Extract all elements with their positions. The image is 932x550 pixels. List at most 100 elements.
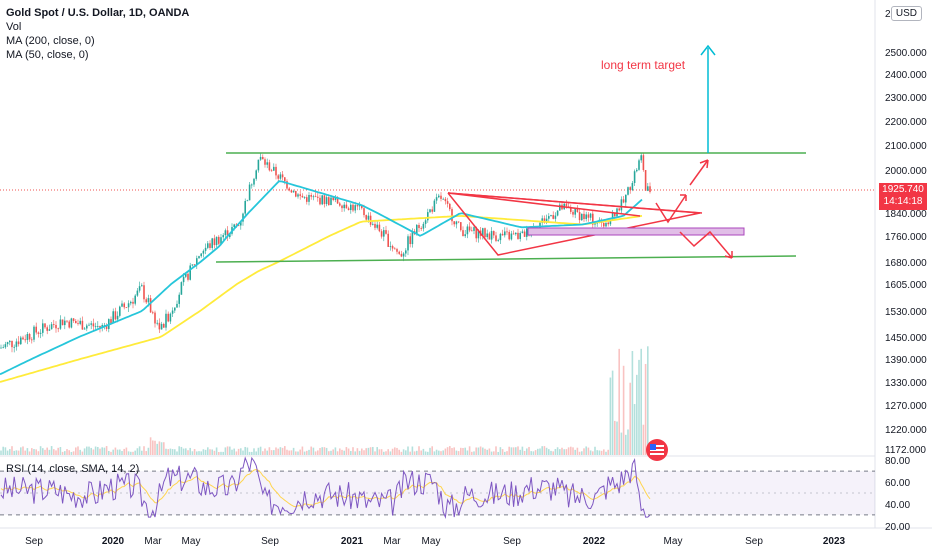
volume-bar: [156, 443, 158, 455]
volume-bar: [466, 450, 469, 455]
volume-bar: [435, 449, 438, 455]
volume-bar: [627, 429, 629, 455]
volume-bar: [279, 447, 282, 455]
volume-bar: [4, 447, 7, 455]
candle: [378, 221, 381, 233]
volume-bar: [37, 451, 40, 455]
candle: [204, 243, 207, 255]
volume-bar: [57, 447, 59, 455]
volume-bar: [295, 451, 297, 455]
candle: [372, 221, 374, 226]
volume-bar: [303, 451, 306, 455]
candle: [638, 158, 640, 171]
x-tick-label: Sep: [261, 536, 279, 547]
volume-bar: [20, 447, 22, 455]
volume-bar: [391, 448, 394, 455]
candle: [625, 194, 627, 207]
y-tick-label: 1605.000: [885, 280, 927, 291]
volume-bar: [407, 446, 409, 455]
candle: [156, 319, 158, 326]
volume-bar: [585, 446, 587, 455]
candle: [160, 321, 163, 330]
candle: [523, 229, 526, 237]
indicator-ma200[interactable]: MA (200, close, 0): [6, 35, 95, 47]
volume-bar: [259, 446, 262, 455]
volume-bar: [361, 448, 363, 455]
symbol-title[interactable]: Gold Spot / U.S. Dollar, 1D, OANDA: [6, 7, 190, 19]
volume-bar: [70, 451, 73, 455]
volume-bar: [163, 442, 165, 455]
volume-bar: [222, 451, 224, 455]
volume-bar: [642, 424, 645, 455]
candle: [59, 315, 62, 330]
candle: [132, 297, 134, 309]
volume-bar: [15, 450, 18, 455]
volume-bar: [277, 448, 279, 455]
volume-bar: [380, 449, 383, 455]
bullish-path-arrow: [655, 194, 687, 224]
currency-badge[interactable]: USD: [890, 6, 922, 21]
volume-bar: [350, 450, 352, 455]
volume-bar: [453, 447, 455, 455]
volume-bar: [286, 449, 288, 455]
candle: [246, 199, 249, 202]
candle: [427, 208, 429, 223]
candle: [587, 212, 590, 222]
candle: [435, 193, 438, 204]
candle: [251, 183, 253, 189]
candle: [266, 158, 268, 169]
volume-bar: [268, 447, 271, 455]
volume-bar: [72, 451, 75, 455]
candle: [4, 341, 7, 349]
volume-bar: [506, 451, 508, 455]
candle: [66, 320, 68, 323]
volume-bar: [609, 377, 612, 455]
candle: [68, 319, 70, 329]
volume-bar: [389, 451, 392, 455]
volume-bar: [46, 447, 48, 455]
volume-bar: [314, 451, 317, 455]
x-tick-label: May: [422, 536, 441, 547]
volume-bar: [31, 448, 33, 455]
candle: [180, 281, 183, 295]
volume-bar: [94, 446, 97, 455]
candle: [13, 344, 15, 353]
volume-bar: [332, 449, 334, 455]
volume-bar: [240, 448, 242, 455]
volume-bar: [213, 450, 216, 455]
candle: [255, 169, 257, 181]
rsi-tick-label: 20.00: [885, 522, 910, 533]
volume-bar: [235, 451, 238, 455]
x-tick-label: Sep: [745, 536, 763, 547]
candle: [319, 194, 321, 206]
volume-bar: [563, 449, 565, 455]
candle: [585, 211, 587, 222]
volume-bar: [611, 370, 614, 455]
volume-bar: [387, 449, 389, 455]
candle: [81, 316, 84, 330]
candle: [286, 179, 288, 191]
candle: [418, 222, 420, 232]
candle: [460, 222, 462, 232]
candle: [15, 338, 18, 351]
candle: [380, 229, 383, 239]
candle: [453, 221, 455, 227]
candle: [31, 337, 33, 344]
volume-bar: [11, 446, 13, 455]
volume-bar: [50, 446, 53, 455]
candle: [629, 186, 631, 194]
volume-bar: [59, 447, 62, 455]
volume-bar: [136, 448, 139, 455]
volume-bar: [81, 451, 84, 455]
indicator-vol[interactable]: Vol: [6, 21, 22, 33]
volume-bar: [143, 446, 145, 455]
candle: [389, 241, 392, 251]
volume-bar: [345, 447, 348, 455]
indicator-ma50[interactable]: MA (50, close, 0): [6, 49, 89, 61]
rsi-legend[interactable]: RSI (14, close, SMA, 14, 2): [6, 463, 140, 475]
annotation-long-term-target[interactable]: long term target: [601, 58, 686, 72]
volume-bar: [468, 446, 471, 455]
candle: [240, 221, 242, 230]
volume-bar: [64, 451, 66, 455]
